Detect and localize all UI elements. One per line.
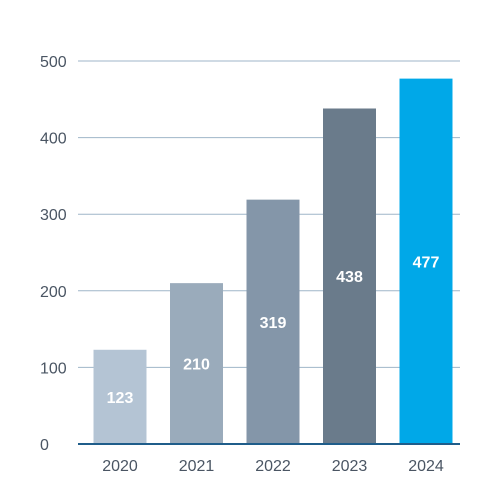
- x-tick-label: 2024: [408, 458, 444, 475]
- data-label: 210: [183, 357, 210, 374]
- bar-2022: [246, 199, 300, 444]
- data-label: 477: [413, 254, 440, 271]
- x-tick-label: 2020: [102, 458, 138, 475]
- y-tick-label: 200: [40, 284, 67, 301]
- x-tick-label: 2021: [179, 458, 215, 475]
- y-tick-label: 300: [40, 207, 67, 224]
- bar-2021: [170, 283, 223, 444]
- x-tick-label: 2023: [332, 458, 368, 475]
- y-tick-label: 0: [40, 437, 49, 454]
- y-tick-label: 400: [40, 131, 67, 148]
- data-label: 319: [260, 315, 287, 332]
- y-tick-label: 100: [40, 360, 67, 377]
- bar-2020: [93, 349, 147, 444]
- y-tick-label: 500: [40, 54, 67, 71]
- bar-2023: [323, 108, 376, 444]
- x-axis: 2020 2021 2022 2023 2024: [78, 443, 460, 475]
- bar-2024: [399, 78, 453, 445]
- x-tick-label: 2022: [255, 458, 291, 475]
- y-axis: 0 100 200 300 400 500: [40, 54, 67, 454]
- data-label: 123: [107, 390, 134, 407]
- bars: 123 210 319 438 477: [93, 78, 453, 445]
- data-label: 438: [336, 269, 363, 286]
